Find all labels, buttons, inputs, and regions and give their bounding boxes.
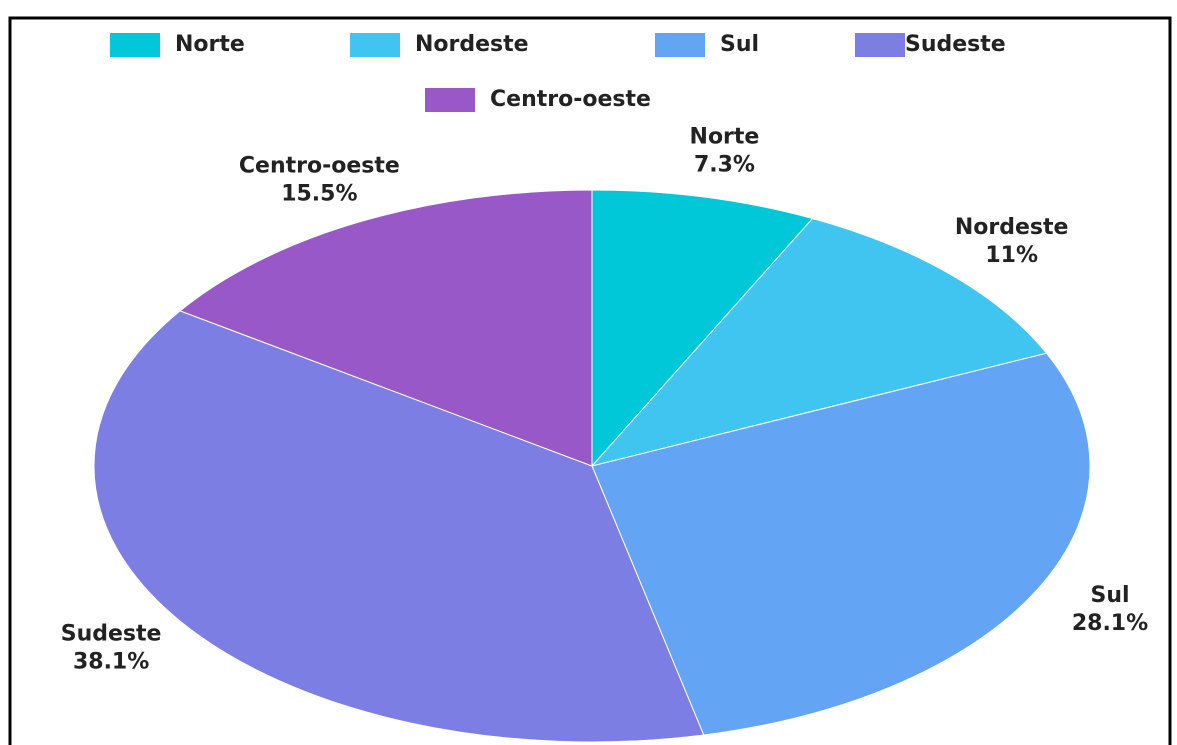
slice-label: Centro-oeste xyxy=(239,154,400,179)
slice-value: 11% xyxy=(985,243,1038,268)
slice-value: 15.5% xyxy=(281,182,357,207)
slice-value: 7.3% xyxy=(694,153,755,178)
pie-slice xyxy=(591,352,1091,736)
pie-slice xyxy=(590,217,1048,467)
slice-label: Norte xyxy=(690,125,760,150)
legend-label: Nordeste xyxy=(415,32,529,57)
legend-label: Sudeste xyxy=(905,32,1006,57)
legend-label: Norte xyxy=(175,32,245,57)
legend-swatch xyxy=(855,33,905,57)
legend-label: Sul xyxy=(720,32,759,57)
legend-swatch xyxy=(655,33,705,57)
slice-label: Nordeste xyxy=(955,215,1069,240)
legend-swatch xyxy=(425,88,475,112)
slice-label: Sudeste xyxy=(61,621,162,646)
legend-swatch xyxy=(110,33,160,57)
pie-slice xyxy=(179,189,593,467)
legend-label: Centro-oeste xyxy=(490,87,651,112)
pie-slice xyxy=(591,189,814,468)
slice-value: 28.1% xyxy=(1072,611,1148,636)
slice-value: 38.1% xyxy=(73,649,149,674)
pie-slice xyxy=(93,310,705,743)
legend-swatch xyxy=(350,33,400,57)
slice-label: Sul xyxy=(1090,583,1129,608)
